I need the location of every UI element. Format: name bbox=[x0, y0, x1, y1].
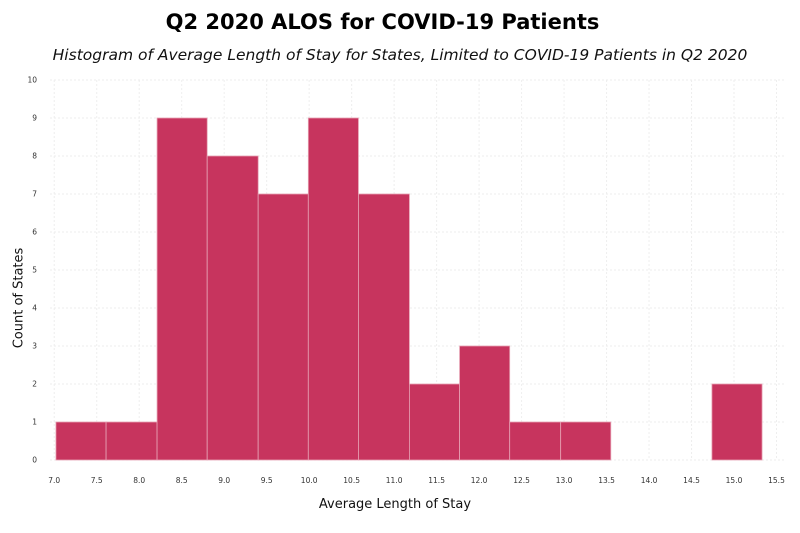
x-tick-label: 8.5 bbox=[176, 476, 188, 485]
y-tick-label: 6 bbox=[32, 228, 37, 237]
x-tick-label: 11.5 bbox=[428, 476, 445, 485]
x-tick-label: 10.0 bbox=[301, 476, 318, 485]
histogram-bar bbox=[409, 383, 460, 461]
histogram-bar bbox=[257, 193, 309, 461]
histogram-bar bbox=[459, 345, 511, 461]
x-tick-label: 13.0 bbox=[556, 476, 573, 485]
histogram-bar bbox=[206, 155, 259, 461]
y-tick-label: 8 bbox=[32, 152, 37, 161]
histogram-bar bbox=[711, 383, 763, 461]
chart-subtitle: Histogram of Average Length of Stay for … bbox=[52, 46, 748, 64]
y-tick-label: 9 bbox=[32, 114, 37, 123]
histogram-bar bbox=[358, 193, 410, 461]
x-tick-label: 10.5 bbox=[343, 476, 360, 485]
y-tick-label: 2 bbox=[32, 380, 37, 389]
y-tick-label: 4 bbox=[32, 304, 37, 313]
x-tick-label: 9.5 bbox=[261, 476, 273, 485]
y-tick-label: 3 bbox=[32, 342, 37, 351]
x-tick-label: 14.5 bbox=[683, 476, 700, 485]
x-tick-labels: 7.0 7.5 8.0 8.5 9.0 9.5 10.0 10.5 11.0 11.5 12.0 12… bbox=[48, 476, 785, 485]
y-tick-label: 10 bbox=[27, 76, 37, 85]
histogram-bar bbox=[509, 421, 562, 461]
histogram-bars bbox=[55, 117, 763, 461]
x-tick-label: 14.0 bbox=[641, 476, 658, 485]
histogram-bar bbox=[560, 421, 612, 461]
chart-title: Q2 2020 ALOS for COVID-19 Patients bbox=[165, 10, 600, 34]
histogram-bar bbox=[156, 117, 208, 461]
histogram-bar bbox=[307, 117, 359, 461]
histogram-bar bbox=[55, 421, 107, 461]
x-tick-label: 12.0 bbox=[471, 476, 488, 485]
y-tick-label: 1 bbox=[32, 418, 37, 427]
x-tick-label: 11.0 bbox=[386, 476, 403, 485]
x-tick-label: 7.0 bbox=[48, 476, 60, 485]
x-tick-label: 15.0 bbox=[726, 476, 743, 485]
x-tick-label: 8.0 bbox=[133, 476, 145, 485]
x-tick-label: 15.5 bbox=[768, 476, 785, 485]
histogram-bar bbox=[105, 421, 158, 461]
x-tick-label: 7.5 bbox=[91, 476, 103, 485]
y-tick-label: 0 bbox=[32, 456, 37, 465]
y-tick-label: 7 bbox=[32, 190, 37, 199]
y-tick-labels: 0 1 2 3 4 5 6 7 8 9 10 bbox=[27, 76, 37, 465]
x-tick-label: 13.5 bbox=[598, 476, 615, 485]
x-axis-label: Average Length of Stay bbox=[318, 497, 472, 512]
y-tick-label: 5 bbox=[32, 266, 37, 275]
x-tick-label: 12.5 bbox=[513, 476, 530, 485]
x-tick-label: 9.0 bbox=[218, 476, 230, 485]
